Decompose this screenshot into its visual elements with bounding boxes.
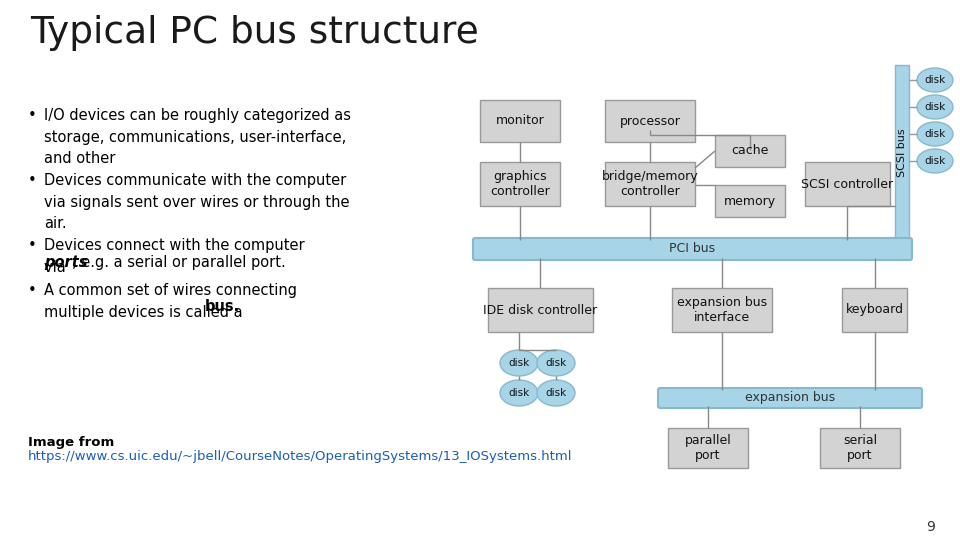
- Text: serial
port: serial port: [843, 434, 877, 462]
- Text: memory: memory: [724, 194, 776, 207]
- Text: parallel
port: parallel port: [684, 434, 732, 462]
- FancyBboxPatch shape: [672, 288, 772, 332]
- Text: https://www.cs.uic.edu/~jbell/CourseNotes/OperatingSystems/13_IOSystems.html: https://www.cs.uic.edu/~jbell/CourseNote…: [28, 450, 572, 463]
- Text: 9: 9: [926, 520, 935, 534]
- Text: expansion bus: expansion bus: [745, 392, 835, 404]
- Text: •: •: [28, 238, 36, 253]
- FancyBboxPatch shape: [480, 162, 560, 206]
- Text: disk: disk: [924, 129, 946, 139]
- FancyBboxPatch shape: [805, 162, 890, 206]
- Text: disk: disk: [545, 358, 566, 368]
- FancyBboxPatch shape: [668, 428, 748, 468]
- FancyBboxPatch shape: [715, 185, 785, 217]
- FancyBboxPatch shape: [480, 100, 560, 142]
- Text: processor: processor: [619, 114, 681, 127]
- FancyBboxPatch shape: [605, 162, 695, 206]
- Text: graphics
controller: graphics controller: [491, 170, 550, 198]
- Ellipse shape: [917, 95, 953, 119]
- Ellipse shape: [917, 149, 953, 173]
- Text: SCSI bus: SCSI bus: [897, 128, 907, 177]
- FancyBboxPatch shape: [473, 238, 912, 260]
- FancyBboxPatch shape: [895, 65, 909, 240]
- Text: Typical PC bus structure: Typical PC bus structure: [30, 15, 479, 51]
- Text: IDE disk controller: IDE disk controller: [484, 303, 597, 316]
- Text: Image from: Image from: [28, 436, 114, 449]
- Text: Devices connect with the computer
via: Devices connect with the computer via: [44, 238, 304, 275]
- FancyBboxPatch shape: [715, 135, 785, 167]
- Text: I/O devices can be roughly categorized as
storage, communications, user-interfac: I/O devices can be roughly categorized a…: [44, 108, 351, 166]
- FancyBboxPatch shape: [842, 288, 907, 332]
- Ellipse shape: [917, 68, 953, 92]
- Text: disk: disk: [924, 75, 946, 85]
- FancyBboxPatch shape: [605, 100, 695, 142]
- Ellipse shape: [500, 380, 538, 406]
- Text: •: •: [28, 108, 36, 123]
- Text: PCI bus: PCI bus: [669, 242, 715, 255]
- Text: •: •: [28, 283, 36, 298]
- Ellipse shape: [537, 380, 575, 406]
- FancyBboxPatch shape: [658, 388, 922, 408]
- Text: keyboard: keyboard: [846, 303, 903, 316]
- Text: ports: ports: [44, 255, 87, 270]
- Text: bus.: bus.: [205, 299, 240, 314]
- Text: disk: disk: [924, 102, 946, 112]
- FancyBboxPatch shape: [488, 288, 593, 332]
- Ellipse shape: [537, 350, 575, 376]
- FancyBboxPatch shape: [820, 428, 900, 468]
- Text: cache: cache: [732, 145, 769, 158]
- Text: disk: disk: [509, 358, 530, 368]
- Text: A common set of wires connecting
multiple devices is called a: A common set of wires connecting multipl…: [44, 283, 297, 320]
- Text: •: •: [28, 173, 36, 188]
- Text: expansion bus
interface: expansion bus interface: [677, 296, 767, 324]
- Text: bridge/memory
controller: bridge/memory controller: [602, 170, 698, 198]
- Text: , e.g. a serial or parallel port.: , e.g. a serial or parallel port.: [72, 255, 286, 270]
- Ellipse shape: [917, 122, 953, 146]
- Text: SCSI controller: SCSI controller: [802, 178, 894, 191]
- Text: disk: disk: [509, 388, 530, 398]
- Text: disk: disk: [924, 156, 946, 166]
- Ellipse shape: [500, 350, 538, 376]
- Text: disk: disk: [545, 388, 566, 398]
- Text: monitor: monitor: [495, 114, 544, 127]
- Text: Devices communicate with the computer
via signals sent over wires or through the: Devices communicate with the computer vi…: [44, 173, 349, 231]
